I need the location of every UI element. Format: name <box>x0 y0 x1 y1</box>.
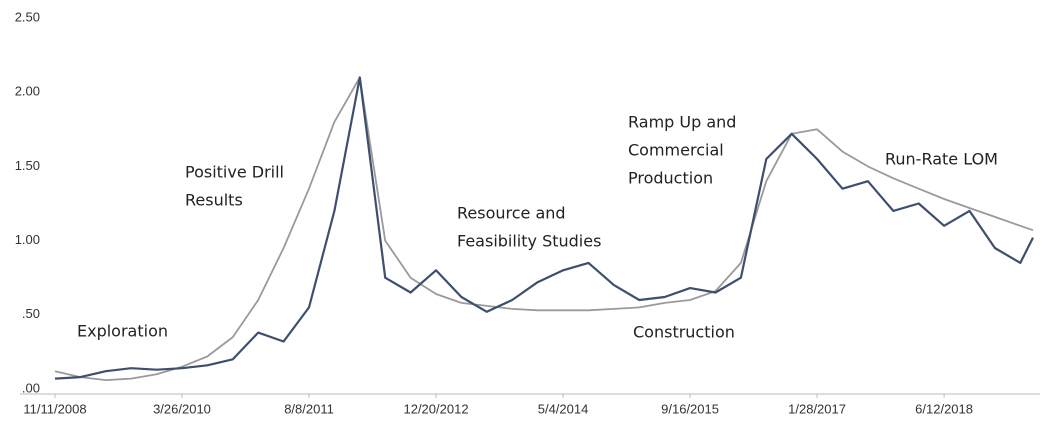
x-tick-label: 1/28/2017 <box>788 401 846 416</box>
annotation: Feasibility Studies <box>457 232 601 251</box>
annotations: Exploration Positive Drill Results Resou… <box>77 113 998 342</box>
annotation: Positive Drill <box>185 163 284 182</box>
x-tick-label: 11/11/2008 <box>23 401 86 416</box>
y-tick-label: .50 <box>22 306 40 321</box>
x-tick-label: 3/26/2010 <box>153 401 211 416</box>
annotation: Construction <box>633 323 735 342</box>
x-tick-label: 8/8/2011 <box>284 401 334 416</box>
annotation: Commercial <box>628 141 724 160</box>
x-tick-label: 12/20/2012 <box>403 401 468 416</box>
y-tick-label: 2.00 <box>15 84 40 99</box>
y-tick-label: 1.00 <box>15 232 40 247</box>
annotation: Ramp Up and <box>628 113 736 132</box>
x-tick-label: 6/12/2018 <box>915 401 973 416</box>
annotation: Resource and <box>457 204 566 223</box>
annotation: Exploration <box>77 322 168 341</box>
annotation: Run-Rate LOM <box>885 150 998 169</box>
y-tick-label: 2.50 <box>15 9 40 24</box>
price-line <box>54 76 1034 380</box>
x-tick-label: 9/16/2015 <box>661 401 719 416</box>
annotation: Production <box>628 169 713 188</box>
x-tick-label: 5/4/2014 <box>538 401 589 416</box>
annotation: Results <box>185 191 243 210</box>
lifecycle-curve <box>54 76 1034 381</box>
y-tick-label: 1.50 <box>15 158 40 173</box>
y-tick-label: .00 <box>22 380 40 395</box>
